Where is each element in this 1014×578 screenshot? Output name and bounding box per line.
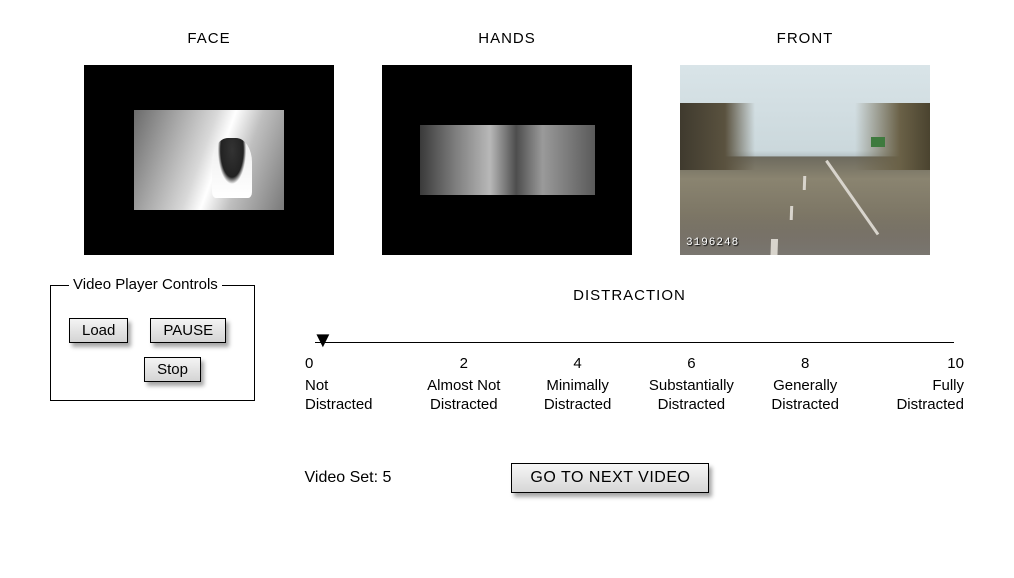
hands-label: HANDS (478, 30, 536, 47)
pause-button[interactable]: PAUSE (150, 318, 226, 343)
slider-ticks: 0 Not Distracted 2 Almost Not Distracted… (315, 326, 954, 415)
tick-10: 10 Fully Distracted (874, 354, 964, 415)
video-set-label: Video Set: (305, 469, 383, 486)
hands-frame-content (420, 125, 595, 195)
video-player-controls-group: Video Player Controls Load PAUSE Stop (50, 285, 255, 401)
tick-value: 2 (460, 354, 468, 374)
stop-button[interactable]: Stop (144, 357, 201, 382)
face-video[interactable] (84, 65, 334, 255)
tick-value: 6 (687, 354, 695, 374)
tick-label-line1: Not (305, 376, 328, 396)
face-frame-content (134, 110, 284, 210)
hands-video[interactable] (382, 65, 632, 255)
front-video[interactable]: 3196248 (680, 65, 930, 255)
tick-label-line2: Distracted (305, 395, 373, 415)
tick-label-line2: Distracted (896, 395, 964, 415)
front-timestamp-overlay: 3196248 (686, 237, 739, 249)
distraction-slider[interactable]: ▼ 0 Not Distracted 2 Almost Not Distract… (315, 326, 954, 415)
tick-2: 2 Almost Not Distracted (419, 354, 509, 415)
go-to-next-video-button[interactable]: GO TO NEXT VIDEO (511, 463, 709, 493)
tick-label-line1: Fully (932, 376, 964, 396)
tick-label-line2: Distracted (658, 395, 726, 415)
front-frame-content: 3196248 (680, 65, 930, 255)
tick-label-line2: Distracted (430, 395, 498, 415)
tick-label-line2: Distracted (771, 395, 839, 415)
front-label: FRONT (777, 30, 834, 47)
distraction-panel: DISTRACTION ▼ 0 Not Distracted 2 Almost … (285, 285, 974, 423)
tick-value: 10 (947, 354, 964, 374)
tick-0: 0 Not Distracted (305, 354, 395, 415)
video-panels-row: FACE HANDS FRONT 3196248 (0, 0, 1014, 255)
tick-label-line1: Minimally (546, 376, 609, 396)
video-set-indicator: Video Set: 5 (305, 469, 392, 487)
controls-legend: Video Player Controls (69, 276, 222, 293)
slider-thumb-icon[interactable]: ▼ (312, 329, 334, 351)
video-set-value: 5 (383, 469, 392, 486)
front-column: FRONT 3196248 (676, 30, 934, 255)
distraction-title: DISTRACTION (285, 287, 974, 304)
footer-row: Video Set: 5 GO TO NEXT VIDEO (0, 463, 1014, 493)
tick-value: 8 (801, 354, 809, 374)
slider-track (315, 342, 954, 343)
tick-label-line1: Almost Not (427, 376, 500, 396)
tick-label-line1: Substantially (649, 376, 734, 396)
face-column: FACE (80, 30, 338, 255)
tick-6: 6 Substantially Distracted (646, 354, 736, 415)
face-label: FACE (187, 30, 230, 47)
tick-4: 4 Minimally Distracted (533, 354, 623, 415)
tick-label-line2: Distracted (544, 395, 612, 415)
tick-value: 0 (305, 354, 313, 374)
load-button[interactable]: Load (69, 318, 128, 343)
hands-column: HANDS (378, 30, 636, 255)
tick-value: 4 (573, 354, 581, 374)
tick-8: 8 Generally Distracted (760, 354, 850, 415)
tick-label-line1: Generally (773, 376, 837, 396)
